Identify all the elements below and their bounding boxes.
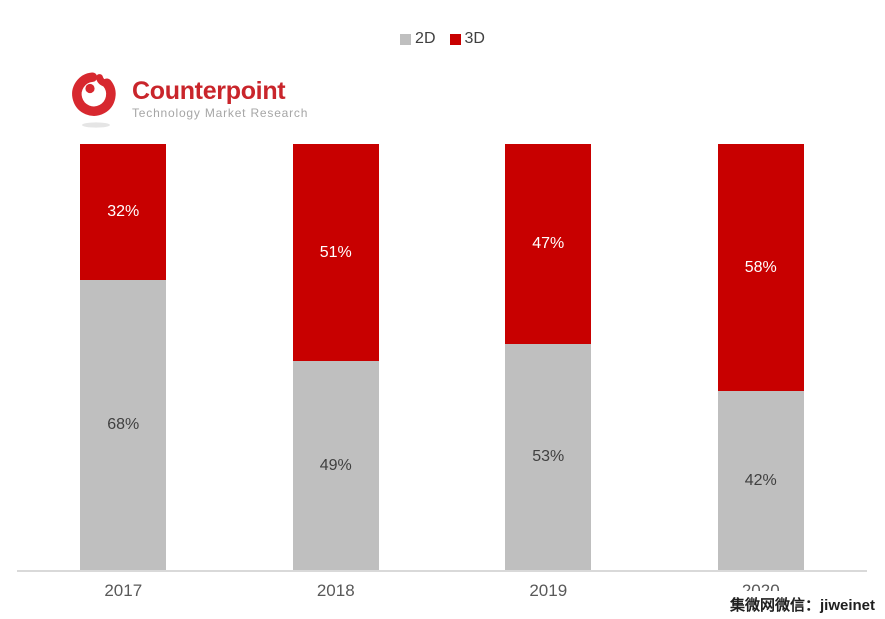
bar-column-2017: 32% 68%: [17, 144, 230, 570]
stacked-bar-2020: 58% 42%: [717, 144, 804, 570]
data-label-2d-2018: 49%: [319, 456, 352, 474]
data-label-3d-2020: 58%: [744, 258, 777, 276]
bar-segment-3d-2017: 32%: [80, 144, 167, 281]
bar-segment-2d-2017: 68%: [80, 280, 167, 570]
counterpoint-logo: Counterpoint Technology Market Research: [70, 68, 308, 130]
bar-segment-3d-2019: 47%: [505, 144, 592, 345]
data-label-2d-2019: 53%: [532, 448, 565, 466]
watermark: 集微网微信：jiweinet: [730, 591, 885, 617]
stacked-bar-2017: 32% 68%: [80, 144, 167, 570]
x-axis-label-2017: 2017: [104, 581, 143, 600]
bar-segment-2d-2018: 49%: [292, 361, 379, 570]
legend-swatch-2d-icon: [400, 33, 412, 45]
plot-area: 32% 68% 51% 49% 47%: [17, 144, 867, 570]
bar-segment-3d-2018: 51%: [292, 144, 379, 362]
data-label-2d-2017: 68%: [107, 416, 140, 434]
bar-column-2019: 47% 53%: [442, 144, 655, 570]
data-label-3d-2018: 51%: [319, 243, 352, 261]
x-axis-line: [17, 570, 867, 572]
chart-legend: 2D 3D: [0, 30, 885, 48]
data-label-3d-2017: 32%: [107, 203, 140, 221]
data-label-3d-2019: 47%: [532, 235, 565, 253]
legend-item-3d: 3D: [449, 30, 485, 48]
x-axis-label-2018: 2018: [316, 581, 355, 600]
counterpoint-logo-icon: [72, 72, 116, 128]
legend-swatch-3d-icon: [449, 33, 461, 45]
data-label-2d-2020: 42%: [744, 471, 777, 489]
legend-label-3d: 3D: [464, 30, 485, 47]
logo-text: Counterpoint Technology Market Research: [132, 76, 309, 121]
bar-column-2020: 58% 42%: [655, 144, 868, 570]
brand-name: Counterpoint: [132, 76, 286, 105]
brand-tagline: Technology Market Research: [132, 106, 309, 121]
stacked-bar-2018: 51% 49%: [292, 144, 379, 570]
bar-segment-2d-2019: 53%: [505, 344, 592, 570]
bar-segment-3d-2020: 58%: [717, 144, 804, 392]
stacked-bar-2019: 47% 53%: [505, 144, 592, 570]
x-axis-label-2019: 2019: [529, 581, 568, 600]
bar-column-2018: 51% 49%: [230, 144, 443, 570]
bar-segment-2d-2020: 42%: [717, 391, 804, 570]
legend-item-2d: 2D: [400, 30, 436, 48]
legend-label-2d: 2D: [415, 30, 436, 47]
